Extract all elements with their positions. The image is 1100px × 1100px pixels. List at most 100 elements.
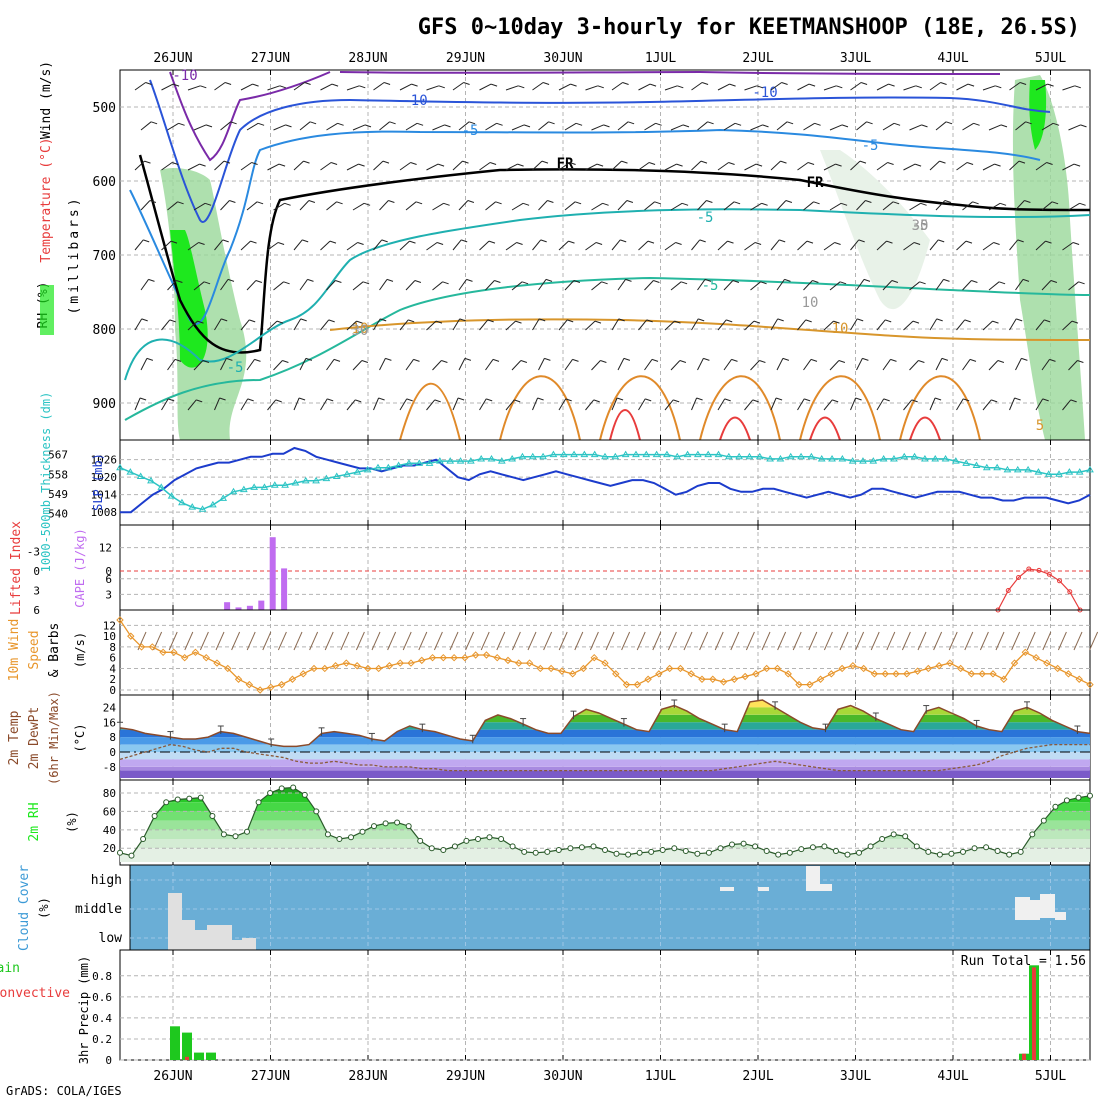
- wind-barb-feather: [782, 357, 790, 361]
- wind-barb: [1015, 121, 1026, 131]
- wind-barb-feather: [1077, 360, 1084, 363]
- wind-barb-feather: [728, 162, 735, 165]
- wind-barb-feather: [701, 82, 709, 85]
- rh-marker: [1075, 794, 1082, 801]
- wind-speed-marker: [816, 675, 825, 683]
- thickness-marker: [528, 452, 537, 460]
- rh-marker: [821, 843, 828, 850]
- thickness-marker: [250, 483, 259, 490]
- wind-barb: [485, 122, 497, 131]
- panel-precip: 0 0.2 0.4 0.6 0.8 Run Total = 1.56 Total / Rai…: [0, 949, 1091, 1067]
- wind-barb-feather: [570, 83, 577, 87]
- wind-barb-feather: [786, 121, 794, 125]
- thickness-marker: [466, 457, 475, 464]
- wind-barb-feather: [732, 280, 740, 283]
- wind-speed-marker: [881, 670, 889, 678]
- wind-barb: [299, 121, 311, 131]
- rh-marker: [1052, 803, 1059, 810]
- wind-barb: [982, 85, 996, 91]
- wind-barb: [664, 320, 675, 331]
- wind-barb: [591, 281, 602, 291]
- wind-barb-feather: [595, 242, 603, 245]
- wind-barb-feather: [462, 160, 469, 164]
- wind-barb-feather: [548, 121, 555, 125]
- wind-barb-feather: [675, 242, 682, 245]
- wind-barb: [770, 82, 782, 91]
- wind-barb-feather: [944, 200, 952, 203]
- wind-speed-marker: [655, 670, 663, 678]
- wind-barb-feather: [168, 398, 175, 402]
- li-line: [997, 568, 1081, 611]
- wind-barb: [426, 163, 439, 171]
- wind-barb-feather: [914, 163, 922, 167]
- wind-barb: [664, 242, 676, 251]
- wind-barb-feather: [435, 320, 443, 324]
- dewpoint2m-label: 2m DewPt: [27, 707, 42, 770]
- wind-barb: [903, 399, 913, 411]
- surface-wind-barb: [714, 631, 724, 651]
- wind-barb: [691, 82, 703, 91]
- wind-barb-feather: [516, 242, 523, 245]
- wind-barb-feather: [573, 280, 581, 283]
- wind-barb-feather: [171, 162, 179, 165]
- contour-label: 30: [912, 218, 929, 234]
- li-marker: [1036, 567, 1042, 573]
- wind-barb: [876, 162, 888, 171]
- wind-barb-feather: [329, 240, 337, 244]
- rh-marker: [590, 843, 597, 850]
- wind-barb-feather: [680, 281, 688, 285]
- wind-barb: [220, 200, 230, 211]
- cloud-block: [218, 925, 232, 950]
- surface-wind-barb: [496, 631, 506, 651]
- pressure-tick-label: 500: [93, 101, 116, 116]
- thickness-marker: [714, 450, 723, 458]
- slp-label: SLP (mb): [91, 453, 105, 511]
- rh-marker: [798, 846, 805, 853]
- wind-barb: [505, 399, 515, 411]
- wind-barb: [670, 124, 684, 131]
- panel-upper_air: 500 600 700 800 900 -10 -10 -10 -5 -5 -5 -5 -5 10 10 -5…: [36, 61, 1091, 441]
- wind-barb-feather: [411, 83, 418, 87]
- wind-speed-marker: [277, 680, 286, 689]
- date-label-top: 5JUL: [1035, 51, 1066, 66]
- wind-barb-feather: [918, 360, 925, 363]
- wind-barb: [664, 163, 677, 171]
- contour-label: 10: [352, 321, 369, 337]
- li-marker: [1016, 575, 1021, 580]
- surface-wind-barb: [699, 631, 709, 651]
- wind-barb: [962, 280, 972, 291]
- wind-barb: [585, 163, 598, 171]
- contour-label: 10: [832, 321, 849, 337]
- wind-barb: [220, 279, 229, 291]
- wind-barb-feather: [706, 200, 713, 203]
- date-label-top: 26JUN: [153, 51, 192, 66]
- wind-barb: [823, 399, 833, 411]
- wind-barb: [770, 397, 777, 411]
- wind-barb-feather: [733, 201, 741, 205]
- thickness-marker: [570, 450, 578, 458]
- wind-barb: [564, 201, 576, 211]
- wind-barb-feather: [676, 163, 683, 167]
- wind-barb: [644, 201, 655, 211]
- wind-speed-marker: [612, 670, 620, 678]
- thickness-marker: [126, 468, 135, 475]
- rh-marker: [671, 845, 678, 852]
- wind-barb: [346, 320, 357, 331]
- wind-barb-feather: [940, 82, 947, 85]
- rh-marker: [186, 795, 193, 802]
- wind-barb-feather: [200, 85, 207, 89]
- wind-barb-feather: [461, 239, 468, 243]
- wind-barb-feather: [1074, 85, 1081, 89]
- wind-barb: [293, 160, 304, 171]
- wind-barb-feather: [1024, 200, 1031, 203]
- rh-marker: [1040, 817, 1047, 824]
- slp-line: [120, 446, 1091, 514]
- wind-barb: [426, 242, 438, 251]
- wind-barb: [161, 398, 169, 411]
- wind-barb-feather: [389, 121, 396, 125]
- wind-barb: [352, 360, 363, 371]
- wind-barb: [617, 358, 625, 371]
- rh-marker: [475, 836, 481, 842]
- wind-barb-feather: [1079, 202, 1086, 206]
- wind-barb-feather: [997, 360, 1005, 363]
